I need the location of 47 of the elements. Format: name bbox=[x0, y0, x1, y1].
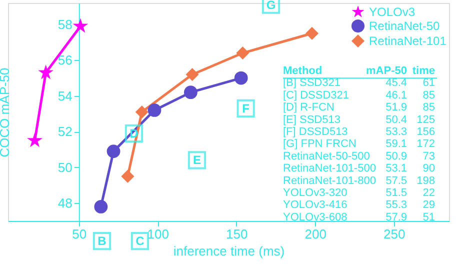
y-tick-label: 58 bbox=[58, 16, 72, 32]
y-tick-label: 52 bbox=[58, 124, 72, 140]
y-tick-label: 54 bbox=[58, 88, 72, 104]
point bbox=[94, 200, 108, 214]
legend-label: YOLOv3 bbox=[369, 5, 416, 19]
legend-label: RetinaNet-101 bbox=[369, 34, 447, 48]
text: B bbox=[98, 234, 107, 248]
y-axis-title: COCO mAP-50 bbox=[0, 68, 12, 158]
point bbox=[234, 71, 248, 85]
point bbox=[236, 46, 250, 60]
text: RetinaNet-50-500 50.9 73 bbox=[283, 150, 435, 162]
text: C bbox=[136, 234, 145, 248]
annotation: F bbox=[242, 101, 250, 116]
text: YOLOv3-416 55.3 29 bbox=[283, 199, 435, 212]
point bbox=[186, 68, 199, 81]
text: Method mAP-50 time bbox=[283, 65, 435, 77]
x-tick-label: 150 bbox=[226, 226, 248, 242]
y-tick-label: 48 bbox=[58, 196, 72, 211]
x-tick-label: 200 bbox=[304, 226, 326, 242]
y-tick-label: 56 bbox=[58, 52, 72, 68]
point bbox=[38, 64, 54, 80]
point bbox=[106, 144, 120, 158]
point bbox=[27, 132, 42, 148]
point bbox=[72, 18, 88, 33]
annotation: G bbox=[266, 0, 276, 12]
x-tick-label: 100 bbox=[147, 226, 169, 242]
x-tick-label: 250 bbox=[384, 226, 406, 242]
text: [F] DSSD513 53.3 156 bbox=[283, 126, 435, 138]
text: YOLOv3-320 51.5 22 bbox=[283, 187, 435, 199]
y-tick-label: 50 bbox=[58, 160, 72, 175]
x-tick-label: 50 bbox=[72, 226, 87, 242]
text: [D] R-FCN 51.9 85 bbox=[283, 102, 435, 114]
annotation: E bbox=[192, 153, 202, 168]
text: [E] SSD513 50.4 125 bbox=[283, 114, 435, 126]
point bbox=[184, 86, 198, 100]
point bbox=[148, 104, 162, 117]
text: RetinaNet-101-500 53.1 90 bbox=[283, 162, 435, 175]
text: YOLOv3-608 57.9 51 bbox=[283, 211, 435, 224]
point bbox=[305, 26, 318, 40]
text: [B] SSD321 45.4 61 bbox=[283, 77, 435, 90]
point bbox=[135, 105, 148, 119]
text: RetinaNet-101-800 57.5 198 bbox=[283, 174, 435, 187]
text: [G] FPN FRCN 59.1 172 bbox=[283, 138, 435, 150]
legend-label: RetinaNet-50 bbox=[369, 19, 440, 33]
point bbox=[121, 170, 134, 183]
x-axis-title: inference time (ms) bbox=[173, 244, 285, 258]
text: [C] DSSD321 46.1 85 bbox=[283, 89, 435, 102]
